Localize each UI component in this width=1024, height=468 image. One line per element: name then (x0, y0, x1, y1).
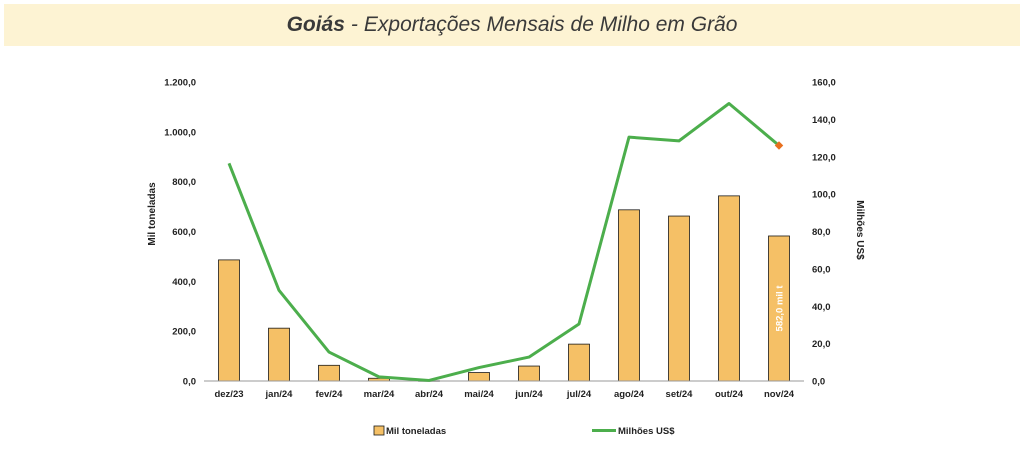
x-tick-label: ago/24 (614, 389, 645, 400)
y-right-tick-label: 140,0 (812, 115, 836, 126)
chart-title-bar: Goiás - Exportações Mensais de Milho em … (4, 4, 1020, 46)
x-tick-label: nov/24 (764, 389, 795, 400)
legend-label-milhoes-usd: Milhões US$ (618, 426, 675, 437)
y-left-axis-title: Mil toneladas (147, 182, 158, 246)
bar-out-24 (718, 195, 740, 382)
y-right-tick-label: 40,0 (812, 302, 831, 313)
y-right-tick-label: 0,0 (812, 377, 825, 388)
bar-ago-24 (618, 209, 640, 382)
bar-set-24 (668, 215, 690, 382)
x-tick-label: mar/24 (364, 389, 395, 400)
legend-label-mil-toneladas: Mil toneladas (386, 426, 446, 437)
bar-jun-24 (518, 365, 540, 382)
x-tick-label: mai/24 (464, 389, 494, 400)
legend-swatch-mil-toneladas (373, 425, 385, 436)
bar-mai-24 (468, 372, 490, 382)
title-state: Goiás (286, 13, 345, 36)
y-right-tick-label: 60,0 (812, 264, 831, 275)
y-right-tick-label: 120,0 (812, 152, 836, 163)
x-tick-label: jan/24 (265, 389, 294, 400)
y-left-tick-label: 1.000,0 (164, 127, 196, 138)
x-tick-label: out/24 (715, 389, 744, 400)
y-left-tick-label: 600,0 (172, 227, 196, 238)
y-right-tick-label: 20,0 (812, 339, 831, 350)
title-separator: - (350, 13, 358, 36)
y-right-tick-label: 160,0 (812, 78, 836, 89)
y-right-tick-label: 100,0 (812, 190, 836, 201)
y-right-axis-title: Milhões US$ (854, 200, 865, 260)
bar-data-label: 582,0 mil t (775, 285, 786, 332)
bar-fev-24 (318, 364, 340, 382)
x-tick-label: dez/23 (214, 389, 243, 400)
x-tick-label: fev/24 (316, 389, 344, 400)
x-tick-label: jun/24 (514, 389, 543, 400)
title-text: Exportações Mensais de Milho em Grão (363, 13, 738, 36)
y-left-tick-label: 400,0 (172, 277, 196, 288)
bar-jan-24 (268, 327, 290, 382)
line-milhoes-usd (227, 101, 780, 382)
y-left-tick-label: 1.200,0 (164, 78, 196, 89)
bar-dez-23 (218, 259, 240, 382)
x-tick-label: jul/24 (566, 389, 592, 400)
y-left-tick-label: 0,0 (183, 377, 196, 388)
bar-jul-24 (568, 343, 590, 382)
y-left-tick-label: 200,0 (172, 327, 196, 338)
y-right-tick-label: 80,0 (812, 227, 831, 238)
x-tick-label: set/24 (666, 389, 694, 400)
y-left-tick-label: 800,0 (172, 177, 196, 188)
x-tick-label: abr/24 (415, 389, 444, 400)
